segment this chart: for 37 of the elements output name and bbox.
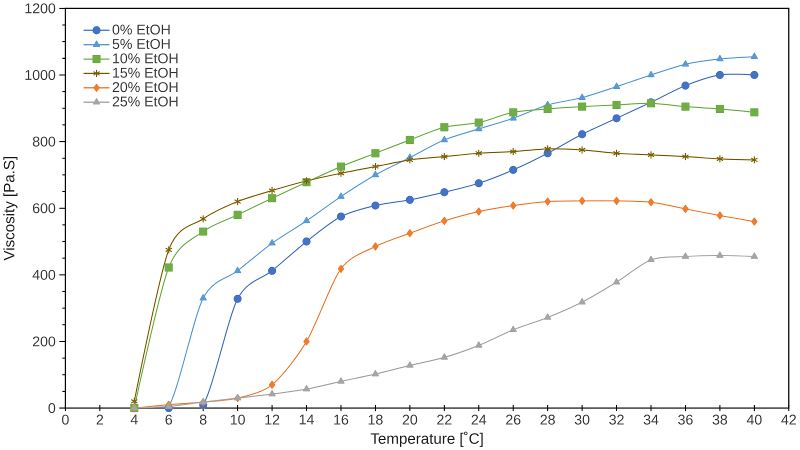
x-tick-label: 14 — [300, 414, 314, 424]
x-tick-label: 4 — [130, 414, 138, 424]
x-tick-label: 32 — [609, 414, 624, 425]
y-tick-label: 1000 — [25, 70, 56, 80]
y-tick-label: 600 — [32, 203, 56, 214]
y-tick-label: 800 — [32, 136, 56, 146]
x-tick-label: 40 — [746, 414, 762, 425]
x-tick-label: 8 — [200, 414, 206, 425]
x-tick-label: 18 — [368, 414, 383, 425]
x-tick-label: 2 — [96, 414, 104, 424]
legend-label: 5% EtOH — [112, 38, 170, 49]
x-tick-label: 42 — [781, 414, 796, 424]
x-tick-label: 20 — [402, 414, 418, 425]
x-tick-label: 6 — [166, 414, 172, 425]
x-tick-label: 34 — [644, 414, 658, 425]
legend-label: 10% EtOH — [113, 53, 178, 64]
y-tick-label: 1200 — [25, 3, 56, 14]
y-axis-title: Viscosity [Pa.S] — [3, 156, 18, 260]
x-tick-label: 28 — [540, 414, 555, 425]
legend-label: 25% EtOH — [112, 96, 178, 106]
y-tick-label: 400 — [32, 270, 56, 280]
y-tick-label: 0 — [48, 402, 56, 413]
x-tick-label: 0 — [62, 414, 69, 425]
x-axis-title: Temperature [˚C] — [370, 431, 483, 447]
legend-label: 0% EtOH — [112, 24, 170, 34]
legend-label: 20% EtOH — [112, 82, 178, 92]
x-tick-label: 36 — [678, 414, 693, 425]
x-tick-label: 30 — [574, 414, 590, 425]
x-tick-label: 38 — [712, 414, 728, 425]
y-tick-label: 200 — [32, 336, 56, 346]
x-tick-label: 12 — [265, 414, 280, 424]
x-tick-label: 26 — [506, 414, 520, 425]
x-tick-label: 22 — [437, 414, 452, 424]
x-tick-label: 16 — [334, 414, 348, 425]
x-tick-label: 24 — [472, 414, 486, 424]
legend-label: 15% EtOH — [113, 68, 178, 78]
x-tick-label: 10 — [230, 414, 245, 425]
